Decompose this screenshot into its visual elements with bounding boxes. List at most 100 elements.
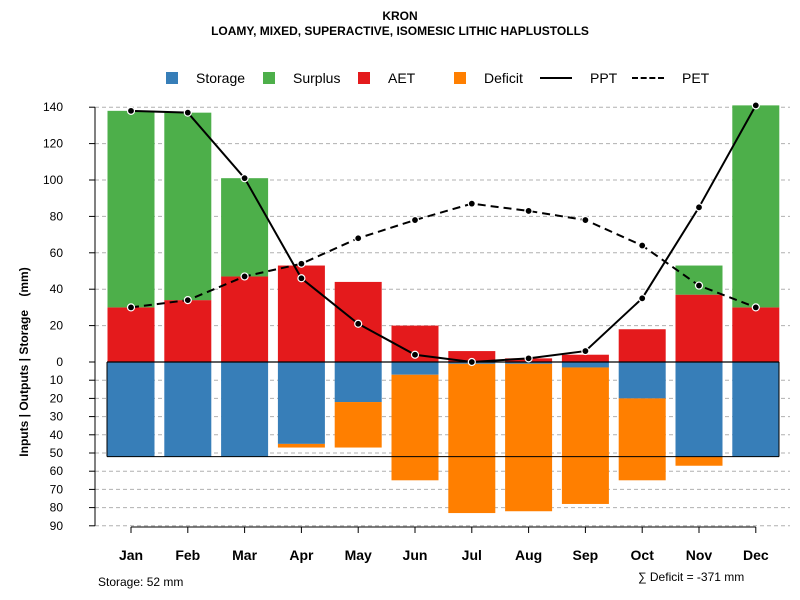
- y-tick-label: 100: [43, 173, 63, 187]
- pet-line: [130, 202, 757, 309]
- legend-pet-label: PET: [682, 70, 710, 86]
- y-tick-label: 90: [50, 519, 64, 533]
- bar-aet: [448, 351, 496, 362]
- y-tick-label: 140: [43, 100, 63, 114]
- ppt-line-point: [240, 174, 249, 183]
- bar-deficit: [277, 443, 325, 448]
- bar-deficit: [505, 363, 553, 512]
- ppt-line-point: [183, 108, 192, 117]
- pet-line-point: [240, 272, 249, 281]
- legend-ppt: PPT: [540, 70, 617, 86]
- ppt-line-point: [297, 274, 306, 283]
- pet-line-point: [183, 296, 192, 305]
- legend-aet-swatch: [358, 72, 370, 84]
- pet-line-point: [581, 215, 590, 225]
- ppt-line-point: [638, 294, 647, 303]
- bar-aet: [334, 281, 382, 362]
- x-tick-label: Jan: [119, 547, 143, 563]
- bar-surplus: [107, 110, 155, 308]
- x-tick-label: May: [345, 547, 372, 563]
- y-tick-label: 10: [50, 373, 64, 387]
- x-tick-label: Sep: [573, 547, 599, 563]
- bar-storage: [561, 362, 609, 368]
- bar-storage: [732, 362, 780, 457]
- bar-surplus: [675, 265, 723, 295]
- legend-ppt-line: [540, 77, 572, 79]
- bar-deficit: [448, 363, 496, 514]
- legend-deficit-swatch: [454, 72, 466, 84]
- y-tick-label: 80: [50, 209, 64, 223]
- chart-subtitle: LOAMY, MIXED, SUPERACTIVE, ISOMESIC LITH…: [211, 24, 589, 38]
- ppt-line-point: [126, 106, 136, 115]
- x-tick-label: Jun: [403, 547, 428, 563]
- y-tick-label: 120: [43, 137, 63, 151]
- bar-surplus: [164, 112, 212, 301]
- bar-deficit: [334, 402, 382, 448]
- ppt-line-point: [694, 203, 704, 212]
- bar-aet: [221, 276, 269, 362]
- x-tick-label: Feb: [175, 547, 200, 563]
- bar-deficit: [675, 456, 723, 466]
- bar-aet: [675, 294, 723, 362]
- bar-aet: [618, 329, 666, 362]
- bar-deficit: [618, 398, 666, 481]
- bar-storage: [277, 362, 325, 444]
- bar-surplus: [221, 178, 269, 277]
- legend-deficit: Deficit: [454, 70, 523, 86]
- x-tick-label: Oct: [631, 547, 655, 563]
- bar-deficit: [561, 367, 609, 504]
- chart-title: KRON: [382, 9, 418, 23]
- y-tick-label: 30: [50, 410, 64, 424]
- legend-surplus-swatch: [263, 72, 275, 84]
- y-tick-label: 0: [56, 355, 63, 369]
- y-tick-label: 50: [50, 446, 64, 460]
- bar-storage: [391, 362, 439, 375]
- ppt-line-point: [354, 319, 363, 328]
- y-axis-label: Inputs | Outputs | Storage (mm): [17, 267, 31, 456]
- legend-aet-label: AET: [388, 70, 416, 86]
- x-tick-label: Nov: [686, 547, 713, 563]
- bar-aet: [561, 354, 609, 362]
- bar-storage: [164, 362, 212, 457]
- bar-aet: [391, 325, 439, 362]
- pet-line-point: [638, 241, 647, 250]
- ppt-line: [130, 104, 757, 364]
- y-tick-label: 60: [50, 464, 64, 478]
- legend-ppt-label: PPT: [590, 70, 618, 86]
- pet-line-point: [694, 281, 704, 290]
- bar-aet: [164, 300, 212, 362]
- legend-aet: AET: [358, 70, 415, 86]
- pet-line-point: [524, 206, 533, 216]
- ppt-line-point: [751, 101, 760, 110]
- ppt-line-point: [581, 346, 590, 356]
- bar-storage: [107, 362, 155, 457]
- pet-line-point: [354, 234, 363, 243]
- bar-aet: [505, 358, 553, 362]
- ppt-line-point: [410, 350, 420, 359]
- pet-line-point: [126, 303, 136, 312]
- bar-surplus: [732, 105, 780, 308]
- storage-note: Storage: 52 mm: [98, 575, 184, 589]
- legend-pet-line: [632, 77, 664, 79]
- bar-aet: [107, 307, 155, 362]
- legend: Storage Surplus AET Deficit PPT PET: [160, 70, 720, 90]
- bar-storage: [675, 362, 723, 457]
- y-tick-label: 80: [50, 501, 64, 515]
- y-tick-label: 40: [50, 282, 64, 296]
- bar-storage: [221, 362, 269, 457]
- pet-line-point: [467, 199, 476, 208]
- bar-storage: [618, 362, 666, 399]
- x-tick-label: Dec: [743, 547, 769, 563]
- legend-storage-swatch: [166, 72, 178, 84]
- x-tick-label: Aug: [515, 547, 542, 563]
- x-tick-label: Apr: [289, 547, 314, 563]
- bar-aet: [277, 265, 325, 362]
- y-tick-label: 20: [50, 391, 64, 405]
- y-tick-label: 20: [50, 319, 64, 333]
- pet-line-point: [297, 259, 306, 268]
- legend-surplus: Surplus: [263, 70, 340, 86]
- bar-deficit: [391, 374, 439, 481]
- legend-surplus-label: Surplus: [293, 70, 341, 86]
- x-tick-label: Mar: [232, 547, 257, 563]
- pet-line-point: [751, 303, 760, 312]
